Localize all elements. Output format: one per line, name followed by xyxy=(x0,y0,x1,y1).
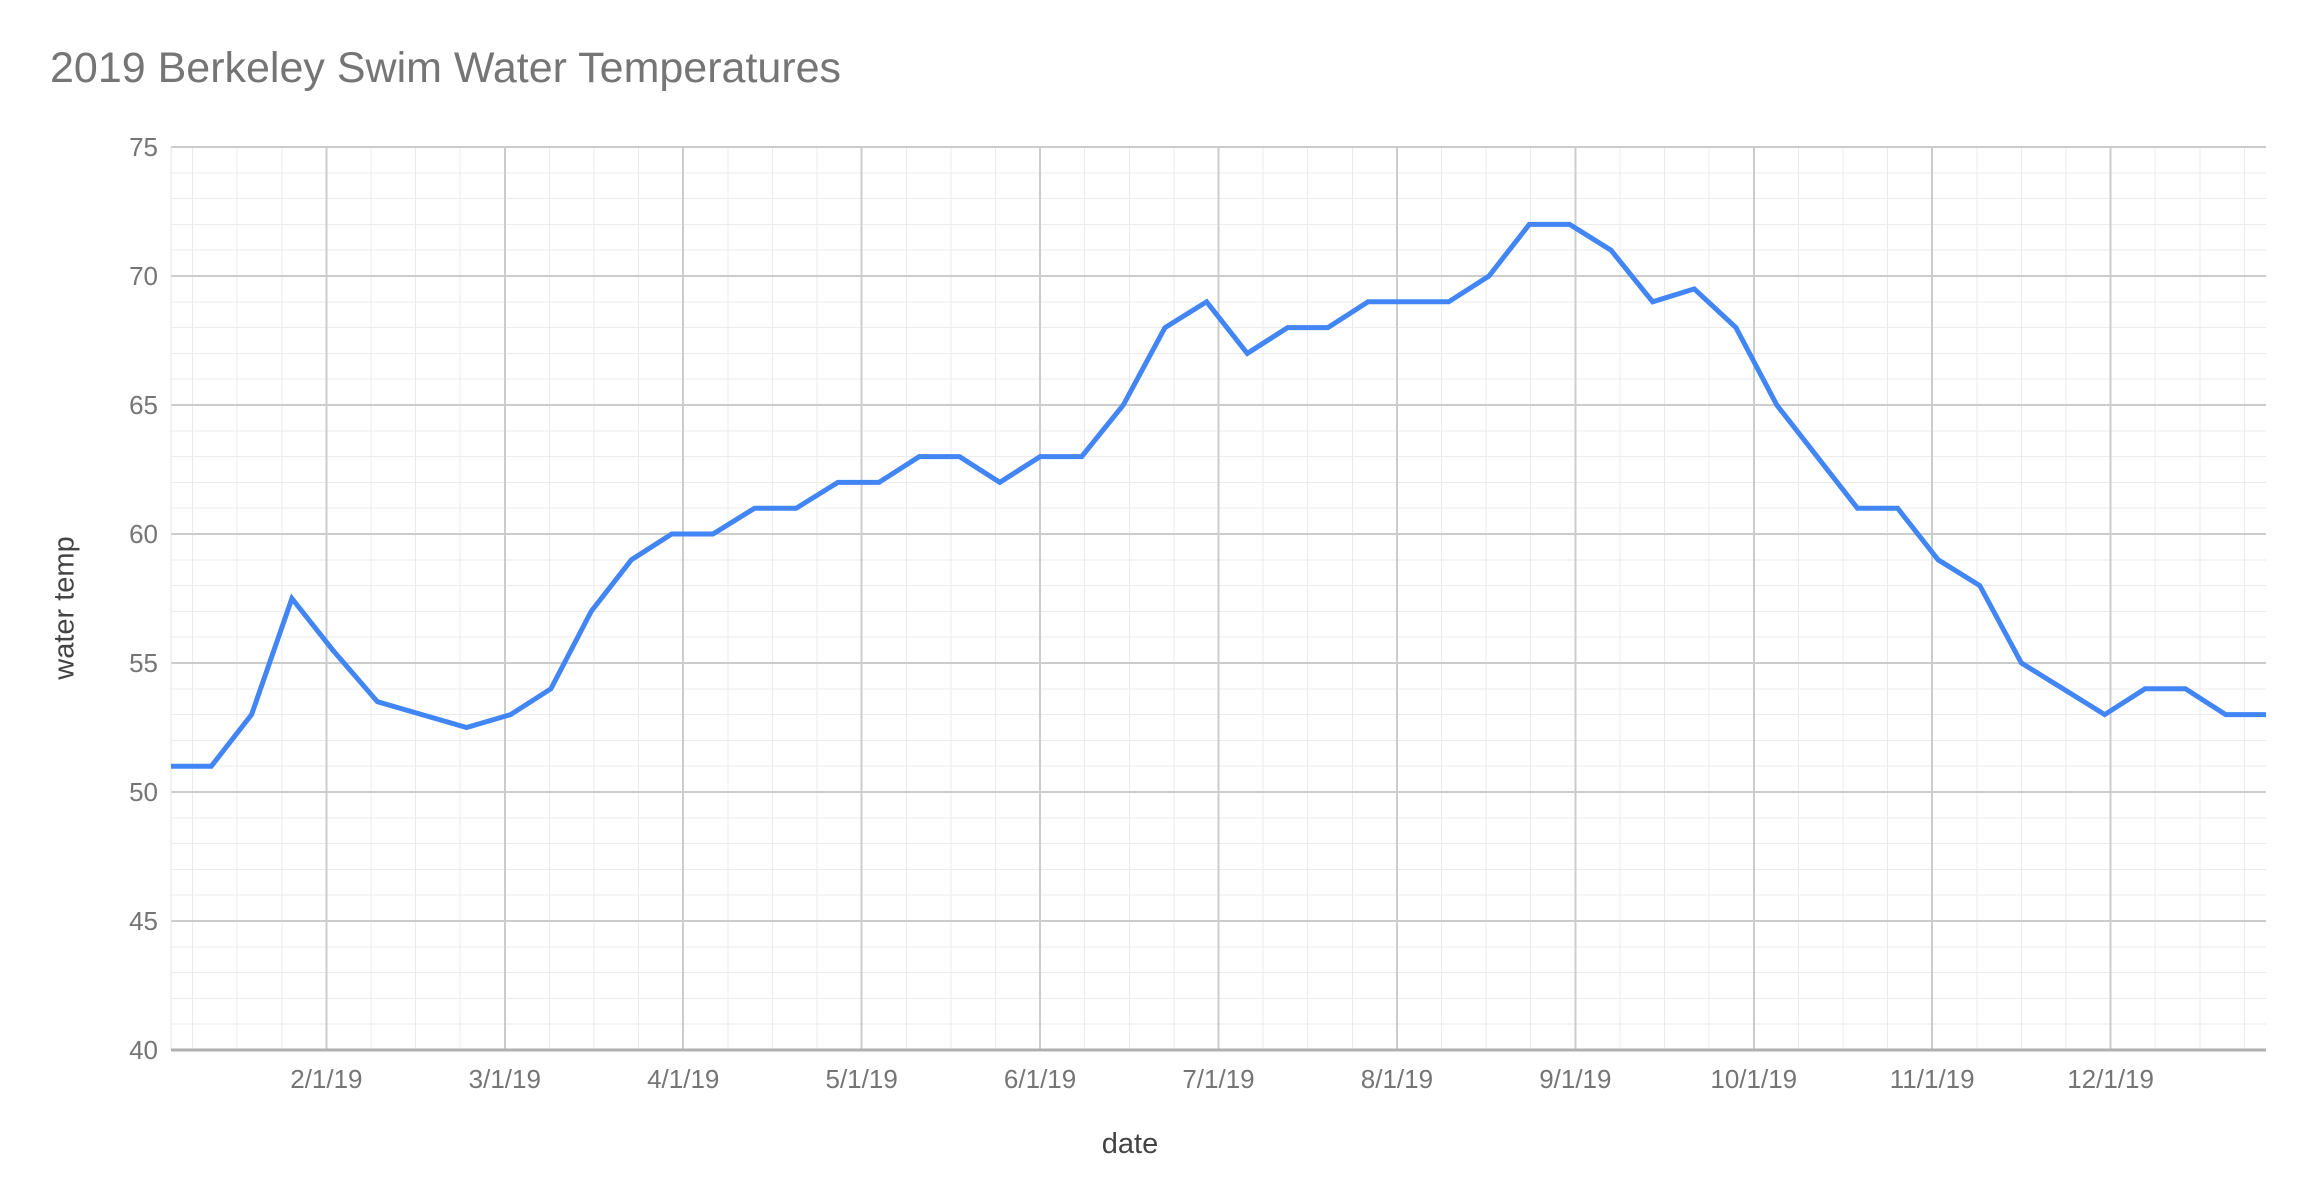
x-tick-label: 7/1/19 xyxy=(1182,1064,1254,1094)
y-tick-label: 50 xyxy=(129,777,158,807)
x-tick-labels: 2/1/19 3/1/19 4/1/19 5/1/19 6/1/19 7/1/19 8/1/… xyxy=(290,1064,2154,1094)
x-tick-label: 8/1/19 xyxy=(1361,1064,1433,1094)
y-axis-title: water temp xyxy=(48,536,81,680)
x-tick-label: 9/1/19 xyxy=(1539,1064,1611,1094)
x-axis-title-text: date xyxy=(1101,1128,1159,1160)
x-tick-label: 5/1/19 xyxy=(826,1064,898,1094)
y-tick-label: 40 xyxy=(129,1035,158,1065)
series-line xyxy=(171,221,2266,769)
x-tick-label: 2/1/19 xyxy=(290,1064,362,1094)
x-tick-label: 4/1/19 xyxy=(647,1064,719,1094)
y-tick-labels: 40 45 50 55 60 65 70 75 xyxy=(129,132,158,1065)
y-tick-label: 70 xyxy=(129,261,158,291)
y-tick-label: 45 xyxy=(129,906,158,936)
x-tick-label: 3/1/19 xyxy=(469,1064,541,1094)
x-tick-label: 12/1/19 xyxy=(2067,1064,2154,1094)
x-tick-label: 6/1/19 xyxy=(1004,1064,1076,1094)
chart-title: 2019 Berkeley Swim Water Temperatures xyxy=(50,44,842,92)
x-tick-label: 10/1/19 xyxy=(1710,1064,1797,1094)
y-tick-label: 65 xyxy=(129,390,158,420)
x-tick-label: 11/1/19 xyxy=(1890,1064,1975,1094)
axis-lines xyxy=(170,147,2266,1052)
y-tick-label: 75 xyxy=(129,132,158,162)
major-gridlines xyxy=(171,146,2266,1050)
y-tick-label: 60 xyxy=(129,519,158,549)
y-tick-label: 55 xyxy=(129,648,158,678)
x-axis-title: date xyxy=(0,1128,2316,1161)
